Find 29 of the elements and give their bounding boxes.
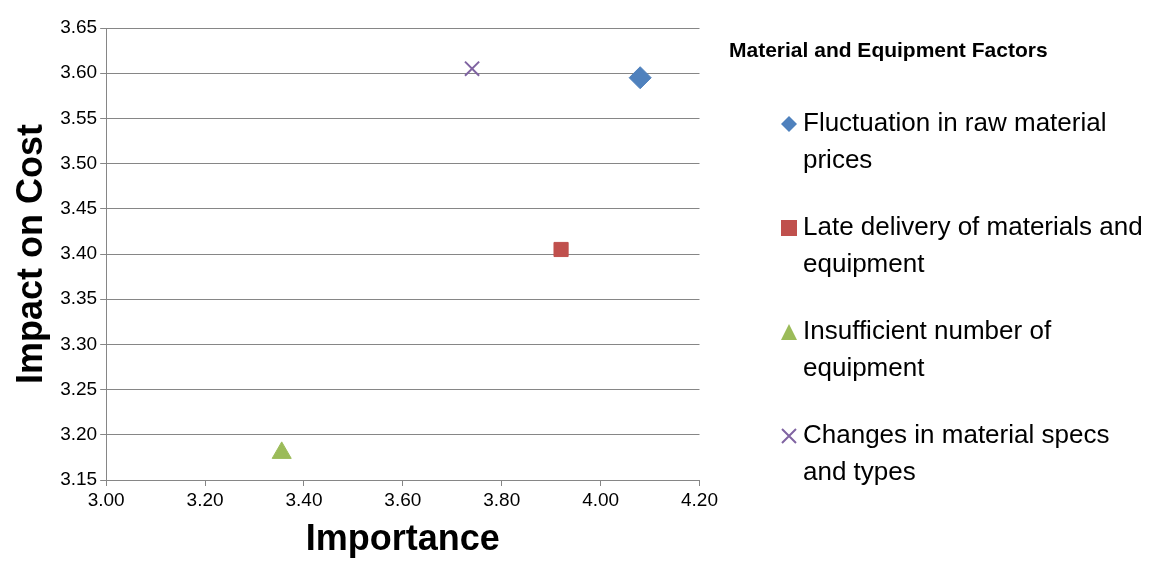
y-tick-label: 3.50 [60,151,98,173]
point [628,66,652,90]
x-tick-label: 3.40 [285,488,323,510]
point [553,241,569,258]
y-tick-label: 3.55 [60,106,98,128]
y-tick-label: 3.65 [60,16,98,38]
y-tick-label: 3.20 [60,423,98,445]
y-tick-label: 3.30 [60,332,98,354]
x-tick-label: 3.60 [384,488,422,510]
y-tick-label: 3.60 [60,61,98,83]
y-axis-title: Impact on Cost [8,123,50,385]
y-tick-label: 3.45 [60,197,98,219]
legend-label: Late delivery of materials and equipment [803,210,1144,280]
legend-label: Changes in material specs and types [803,418,1111,488]
legend-label: Insufficient number of equipment [803,314,1053,384]
legend-label: Fluctuation in raw material prices [803,106,1108,176]
y-tick-label: 3.35 [60,287,98,309]
y-tick-label: 3.25 [60,377,98,399]
point [271,441,292,459]
y-tick-label: 3.15 [60,468,98,490]
y-tick-label: 3.40 [60,242,98,264]
x-axis-title: Importance [305,517,500,559]
x-tick-label: 4.00 [582,488,620,510]
x-tick-label: 3.20 [186,488,224,510]
x-tick-label: 3.00 [87,488,125,510]
x-tick-label: 4.20 [681,488,718,510]
x-tick-label: 3.80 [483,488,521,510]
legend-title: Material and Equipment Factors [729,38,1049,62]
point [464,60,481,77]
